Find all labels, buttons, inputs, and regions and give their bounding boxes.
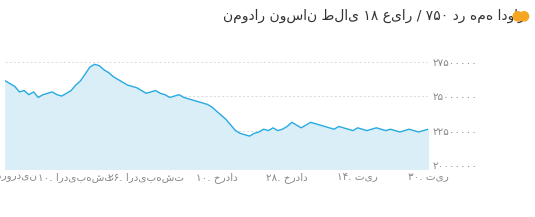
Text: نمودار نوسان طلای ۱۸ عیار / ۷۵۰ در همه ادوار: نمودار نوسان طلای ۱۸ عیار / ۷۵۰ در همه ا… <box>223 9 524 23</box>
Text: ●: ● <box>503 9 524 23</box>
Text: ●: ● <box>517 9 530 23</box>
